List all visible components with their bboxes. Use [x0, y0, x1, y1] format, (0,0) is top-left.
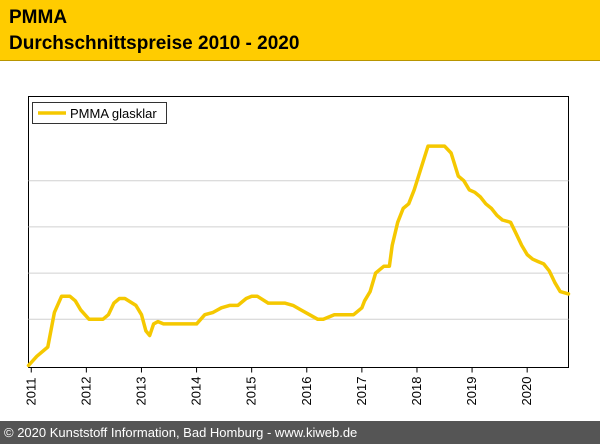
plot-frame — [28, 96, 569, 368]
x-tick-label: 2013 — [133, 377, 148, 406]
footer: © 2020 Kunststoff Information, Bad Hombu… — [0, 421, 600, 444]
chart-subtitle: Durchschnittspreise 2010 - 2020 — [9, 33, 300, 54]
x-tick-label: 2017 — [354, 377, 369, 406]
legend-label: PMMA glasklar — [70, 106, 157, 121]
legend: PMMA glasklar — [32, 102, 167, 124]
x-tick-label: 2018 — [409, 377, 424, 406]
chart-header: PMMA Durchschnittspreise 2010 - 2020 — [0, 0, 600, 61]
chart-area: 2011 2012 2013 2014 2015 2016 2017 2018 2019 2020… — [0, 62, 600, 419]
x-tick-label: 2011 — [23, 378, 38, 406]
line-chart: 2011 2012 2013 2014 2015 2016 2017 2018 2019 2020… — [23, 96, 571, 406]
copyright-text: © 2020 Kunststoff Information, Bad Hombu… — [4, 425, 358, 440]
x-tick-label: 2019 — [464, 377, 479, 406]
x-tick-label: 2020 — [519, 377, 534, 406]
x-tick-label: 2015 — [244, 377, 259, 406]
chart-title: PMMA — [9, 7, 68, 28]
series-line-pmma-glasklar — [26, 144, 571, 368]
x-tick-label: 2014 — [189, 377, 204, 406]
legend-box — [32, 102, 167, 124]
x-tick-label: 2012 — [78, 377, 93, 406]
x-tick-label: 2016 — [299, 377, 314, 406]
